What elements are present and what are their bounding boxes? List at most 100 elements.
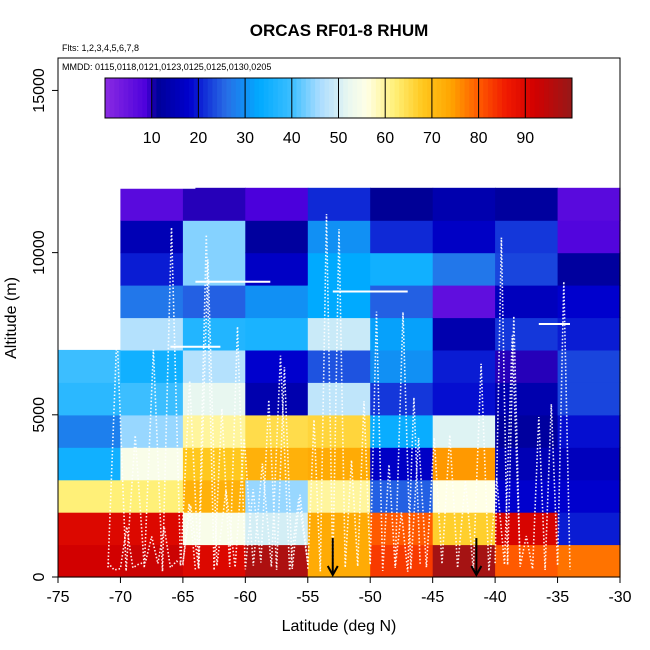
heatmap-cell — [432, 285, 496, 319]
colorbar-swatch — [469, 78, 475, 118]
colorbar-swatch — [310, 78, 316, 118]
colorbar-swatch — [329, 78, 335, 118]
colorbar-swatch — [161, 78, 167, 118]
colorbar-swatch — [385, 78, 391, 118]
heatmap-cell — [120, 512, 184, 546]
heatmap-cell — [120, 220, 184, 254]
colorbar-swatch — [245, 78, 251, 118]
colorbar-swatch — [263, 78, 269, 118]
colorbar-swatch — [338, 78, 344, 118]
colorbar-swatch — [133, 78, 139, 118]
colorbar-swatch — [296, 78, 302, 118]
colorbar-swatch — [431, 78, 438, 118]
heatmap-cell — [557, 252, 621, 286]
heatmap-cell — [432, 414, 496, 448]
x-tick-label: -75 — [46, 589, 69, 606]
colorbar-swatch — [333, 78, 339, 118]
colorbar-tick-label: 90 — [516, 130, 534, 147]
colorbar-swatch — [273, 78, 279, 118]
colorbar-swatch — [128, 78, 134, 118]
colorbar-tick-label: 80 — [470, 130, 488, 147]
heatmap-cell — [245, 220, 309, 254]
colorbar-tick-label: 20 — [190, 130, 208, 147]
colorbar-swatch — [515, 78, 522, 118]
colorbar-swatch — [170, 78, 176, 118]
heatmap-cell — [245, 187, 309, 221]
flight-tracks — [107, 183, 571, 572]
colorbar-swatch — [539, 78, 545, 118]
colorbar-swatch — [478, 78, 484, 118]
colorbar-swatch — [394, 78, 400, 118]
colorbar-swatch — [399, 78, 405, 118]
colorbar-swatch — [184, 78, 190, 118]
colorbar-swatch — [441, 78, 447, 118]
y-tick-label: 10000 — [31, 230, 48, 275]
colorbar-swatch — [459, 78, 466, 118]
colorbar-swatch — [189, 78, 195, 118]
colorbar-swatch — [357, 78, 363, 118]
plot-frame — [57, 57, 621, 578]
colorbar-swatch — [450, 78, 456, 118]
heatmap-cell — [307, 382, 371, 416]
colorbar-swatch — [492, 78, 498, 118]
heatmap-cell — [495, 187, 559, 221]
colorbar-swatch — [371, 78, 377, 118]
y-tick-label: 5000 — [31, 397, 48, 433]
heatmap-cell — [432, 512, 496, 546]
heatmap-cell — [495, 447, 559, 481]
colorbar-swatch — [483, 78, 489, 118]
heatmap-cell — [432, 252, 496, 286]
colorbar-swatch — [389, 78, 396, 118]
colorbar-swatch — [147, 78, 153, 118]
colorbar-swatch — [105, 78, 111, 118]
colorbar-swatch — [543, 78, 550, 118]
colorbar-swatch — [534, 78, 540, 118]
heatmap-cell — [307, 285, 371, 319]
heatmap-cell — [120, 414, 184, 448]
heatmap-cell — [495, 285, 559, 319]
heatmap-cell — [307, 349, 371, 383]
colorbar-swatch — [548, 78, 554, 118]
arrow-head-icon — [326, 565, 339, 578]
x-axis-title: Latitude (deg N) — [282, 618, 397, 635]
colorbar-swatch — [553, 78, 559, 118]
heatmap-cell — [182, 220, 246, 254]
heatmap-cell — [557, 414, 621, 448]
flight-track — [307, 214, 421, 572]
x-tick-label: -40 — [484, 589, 507, 606]
colorbar-swatch — [231, 78, 237, 118]
colorbar-swatch — [142, 78, 148, 118]
colorbar-tick-label: 70 — [423, 130, 441, 147]
heatmap-cell — [120, 317, 184, 351]
heatmap-cell — [58, 414, 121, 448]
colorbar-swatch — [217, 78, 223, 118]
heatmap-cell — [495, 349, 559, 383]
heatmap-cell — [370, 187, 434, 221]
colorbar-swatch — [165, 78, 171, 118]
colorbar-swatch — [137, 78, 143, 118]
arrow-head-icon — [470, 565, 483, 578]
colorbar-swatch — [511, 78, 517, 118]
colorbar-swatch — [179, 78, 185, 118]
colorbar-swatch — [207, 78, 213, 118]
heatmap-cell — [58, 479, 121, 513]
colorbar-swatch — [506, 78, 512, 118]
heatmap-cell — [557, 447, 621, 481]
colorbar-swatch — [375, 78, 382, 118]
colorbar: 10 20 30 40 50 60 70 80 90 — [104, 77, 573, 147]
heatmap-cell — [245, 285, 309, 319]
heatmap-cell — [495, 220, 559, 254]
heatmap-cell — [557, 187, 621, 221]
y-axis-title: Altitude (m) — [3, 277, 20, 359]
colorbar-swatch — [324, 78, 330, 118]
colorbar-swatch — [422, 78, 428, 118]
heatmap-cell — [432, 220, 496, 254]
heatmap-cell — [370, 479, 434, 513]
colorbar-swatch — [305, 78, 311, 118]
colorbar-tick-label: 50 — [330, 130, 348, 147]
heatmap-cell — [432, 382, 496, 416]
colorbar-swatch — [198, 78, 204, 118]
heatmap-cell — [120, 479, 184, 513]
heatmap-cell — [245, 317, 309, 351]
